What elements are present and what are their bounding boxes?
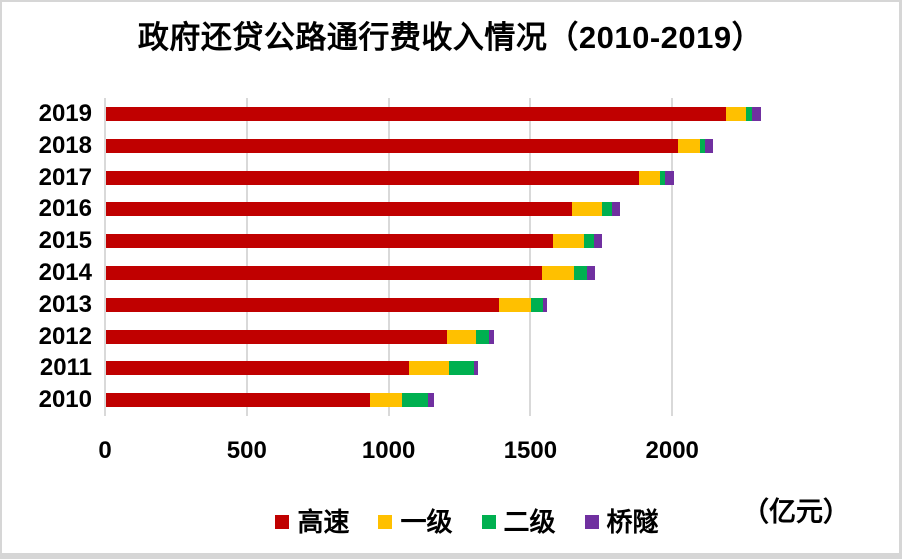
bar-segment-桥隧-2013 <box>543 297 547 312</box>
y-tick-label-2013: 2013 <box>38 290 92 318</box>
legend-label: 高速 <box>297 507 350 537</box>
legend-item-一级: 一级 <box>378 507 453 537</box>
bar-segment-高速-2015 <box>106 234 554 249</box>
bar-segment-高速-2012 <box>106 329 447 344</box>
bar-segment-高速-2011 <box>106 361 410 376</box>
bar-segment-桥隧-2011 <box>473 361 479 376</box>
legend-label: 一级 <box>400 507 453 537</box>
bar-segment-一级-2012 <box>446 329 477 344</box>
bar-segment-二级-2018 <box>699 138 706 153</box>
bar-segment-二级-2014 <box>574 265 588 280</box>
y-tick-label-2010: 2010 <box>38 386 92 414</box>
gridline-x-500 <box>245 98 248 416</box>
bar-segment-一级-2015 <box>553 234 584 249</box>
x-tick-label-0: 0 <box>98 437 112 464</box>
bar-segment-二级-2015 <box>583 234 595 249</box>
bar-row-2015 <box>106 234 602 249</box>
plot-area <box>104 98 883 416</box>
x-tick-label-1500: 1500 <box>503 437 558 464</box>
bar-row-2017 <box>106 170 675 185</box>
gridline-x-1500 <box>529 98 532 416</box>
y-axis-line <box>104 98 106 416</box>
axis-unit-label: （亿元） <box>742 497 850 527</box>
bar-row-2014 <box>106 265 596 280</box>
bar-segment-一级-2019 <box>725 106 746 121</box>
bar-segment-桥隧-2014 <box>587 265 596 280</box>
legend-swatch-icon <box>584 515 599 529</box>
legend-swatch-icon <box>378 515 393 529</box>
bar-segment-桥隧-2010 <box>427 393 434 408</box>
bar-segment-二级-2011 <box>449 361 474 376</box>
bar-segment-一级-2011 <box>409 361 450 376</box>
bar-segment-桥隧-2018 <box>705 138 714 153</box>
legend-swatch-icon <box>481 515 496 529</box>
bar-segment-高速-2017 <box>106 170 639 185</box>
bar-row-2013 <box>106 297 547 312</box>
y-tick-label-2018: 2018 <box>38 131 92 159</box>
bar-row-2010 <box>106 393 434 408</box>
bar-segment-二级-2017 <box>660 170 666 185</box>
bar-segment-高速-2013 <box>106 297 500 312</box>
y-tick-label-2019: 2019 <box>38 99 92 127</box>
bar-segment-二级-2013 <box>530 297 544 312</box>
x-axis: 0 500 1000 1500 2000 <box>2 437 899 468</box>
y-tick-label-2012: 2012 <box>38 322 92 350</box>
x-tick-label-1000: 1000 <box>361 437 416 464</box>
bar-segment-一级-2017 <box>638 170 661 185</box>
bar-row-2012 <box>106 329 494 344</box>
legend-label: 桥隧 <box>606 507 659 537</box>
bar-segment-一级-2013 <box>499 297 531 312</box>
bar-segment-二级-2016 <box>601 202 612 217</box>
bar-segment-桥隧-2015 <box>594 234 602 249</box>
bar-segment-一级-2014 <box>541 265 575 280</box>
bar-segment-桥隧-2016 <box>611 202 621 217</box>
legend-label: 二级 <box>503 507 556 537</box>
bar-segment-桥隧-2017 <box>665 170 675 185</box>
legend-item-高速: 高速 <box>275 507 349 537</box>
bar-segment-一级-2018 <box>677 138 700 153</box>
y-tick-label-2011: 2011 <box>39 354 92 382</box>
bar-segment-二级-2019 <box>745 106 752 121</box>
bar-row-2018 <box>106 138 714 153</box>
bar-segment-高速-2010 <box>106 393 371 408</box>
bar-row-2016 <box>106 202 621 217</box>
bar-segment-高速-2019 <box>106 106 726 121</box>
bar-segment-桥隧-2012 <box>489 329 494 344</box>
y-tick-label-2017: 2017 <box>38 163 92 191</box>
legend: 高速 一级 二级 桥隧 <box>2 507 899 537</box>
y-tick-label-2016: 2016 <box>38 195 92 223</box>
bar-segment-高速-2016 <box>106 202 572 217</box>
legend-item-二级: 二级 <box>481 507 556 537</box>
bar-segment-一级-2010 <box>370 393 402 408</box>
bar-row-2011 <box>106 361 479 376</box>
y-tick-label-2014: 2014 <box>38 258 92 286</box>
y-axis: 2019 2018 2017 2016 2015 2014 2013 2012 2011 2010 <box>2 98 94 416</box>
y-tick-label-2015: 2015 <box>38 227 92 255</box>
x-tick-label-500: 500 <box>226 437 267 464</box>
gridline-x-1000 <box>387 98 390 416</box>
bar-segment-桥隧-2019 <box>751 106 762 121</box>
chart-title: 政府还贷公路通行费收入情况（2010-2019） <box>137 20 764 55</box>
bar-segment-高速-2018 <box>106 138 678 153</box>
legend-item-桥隧: 桥隧 <box>584 507 659 537</box>
bar-segment-二级-2012 <box>476 329 490 344</box>
bar-row-2019 <box>106 106 762 121</box>
x-tick-label-2000: 2000 <box>645 437 699 464</box>
gridline-x-2000 <box>671 98 674 416</box>
bar-segment-一级-2016 <box>571 202 602 217</box>
bar-segment-二级-2010 <box>401 393 428 408</box>
legend-swatch-icon <box>275 515 290 529</box>
bar-segment-高速-2014 <box>106 265 542 280</box>
